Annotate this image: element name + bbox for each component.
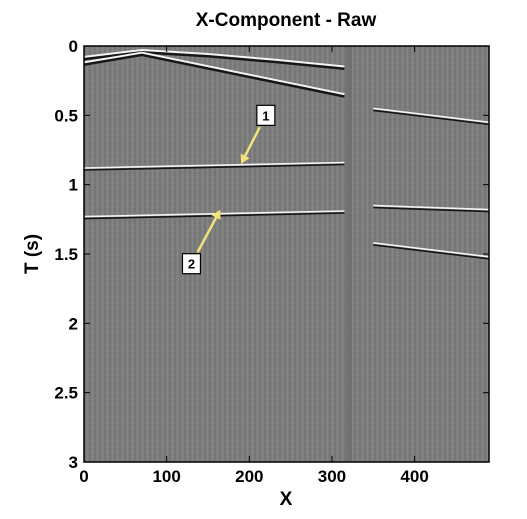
plot-area [83, 45, 490, 463]
callout-arrow-head [240, 153, 250, 164]
y-tick-label: 1.5 [54, 245, 78, 264]
x-tick-label: 0 [79, 467, 88, 486]
reflection-event-dark [84, 53, 345, 98]
callouts: 12 [181, 104, 276, 275]
x-tick-label: 300 [318, 467, 346, 486]
reflection-event-dark [373, 206, 489, 213]
reflection-event-dark [373, 109, 489, 126]
reflection-event-dark [84, 50, 345, 71]
reflection-event-light [373, 242, 489, 258]
reflection-event-light [84, 51, 345, 96]
y-tick-label: 2.5 [54, 384, 78, 403]
y-tick-label: 3 [69, 453, 78, 472]
callout-arrow-line [244, 126, 262, 157]
y-axis: 0 0.5 1 1.5 2 2.5 3 [54, 37, 489, 472]
y-axis-label: T (s) [22, 234, 43, 274]
x-tick-label: 200 [235, 467, 263, 486]
reflection-event-dark [373, 244, 489, 260]
trace-gap-shadow [346, 46, 352, 462]
y-tick-label: 0 [69, 37, 78, 56]
callout-label: 2 [188, 257, 195, 272]
reflection-event-light [84, 161, 345, 169]
y-tick-label: 2 [69, 314, 78, 333]
reflection-event-light [373, 204, 489, 211]
reflection-events [84, 48, 489, 260]
y-tick-label: 0.5 [54, 106, 78, 125]
y-tick-label: 1 [69, 176, 78, 195]
callout-label: 1 [262, 108, 269, 123]
x-tick-label: 400 [400, 467, 428, 486]
callout-arrow-head [211, 209, 221, 220]
callout-arrow-line [196, 216, 218, 253]
seismic-noise [84, 46, 489, 462]
reflection-event-light [373, 107, 489, 124]
chart-title: X-Component - Raw [196, 10, 377, 31]
callout-box [256, 104, 276, 126]
x-axis-label: X [280, 489, 293, 510]
x-tick-label: 100 [152, 467, 180, 486]
x-axis: 0 100 200 300 400 [79, 46, 429, 486]
reflection-event-light [84, 48, 345, 69]
reflection-event-dark [84, 163, 345, 171]
callout-box [181, 253, 202, 275]
